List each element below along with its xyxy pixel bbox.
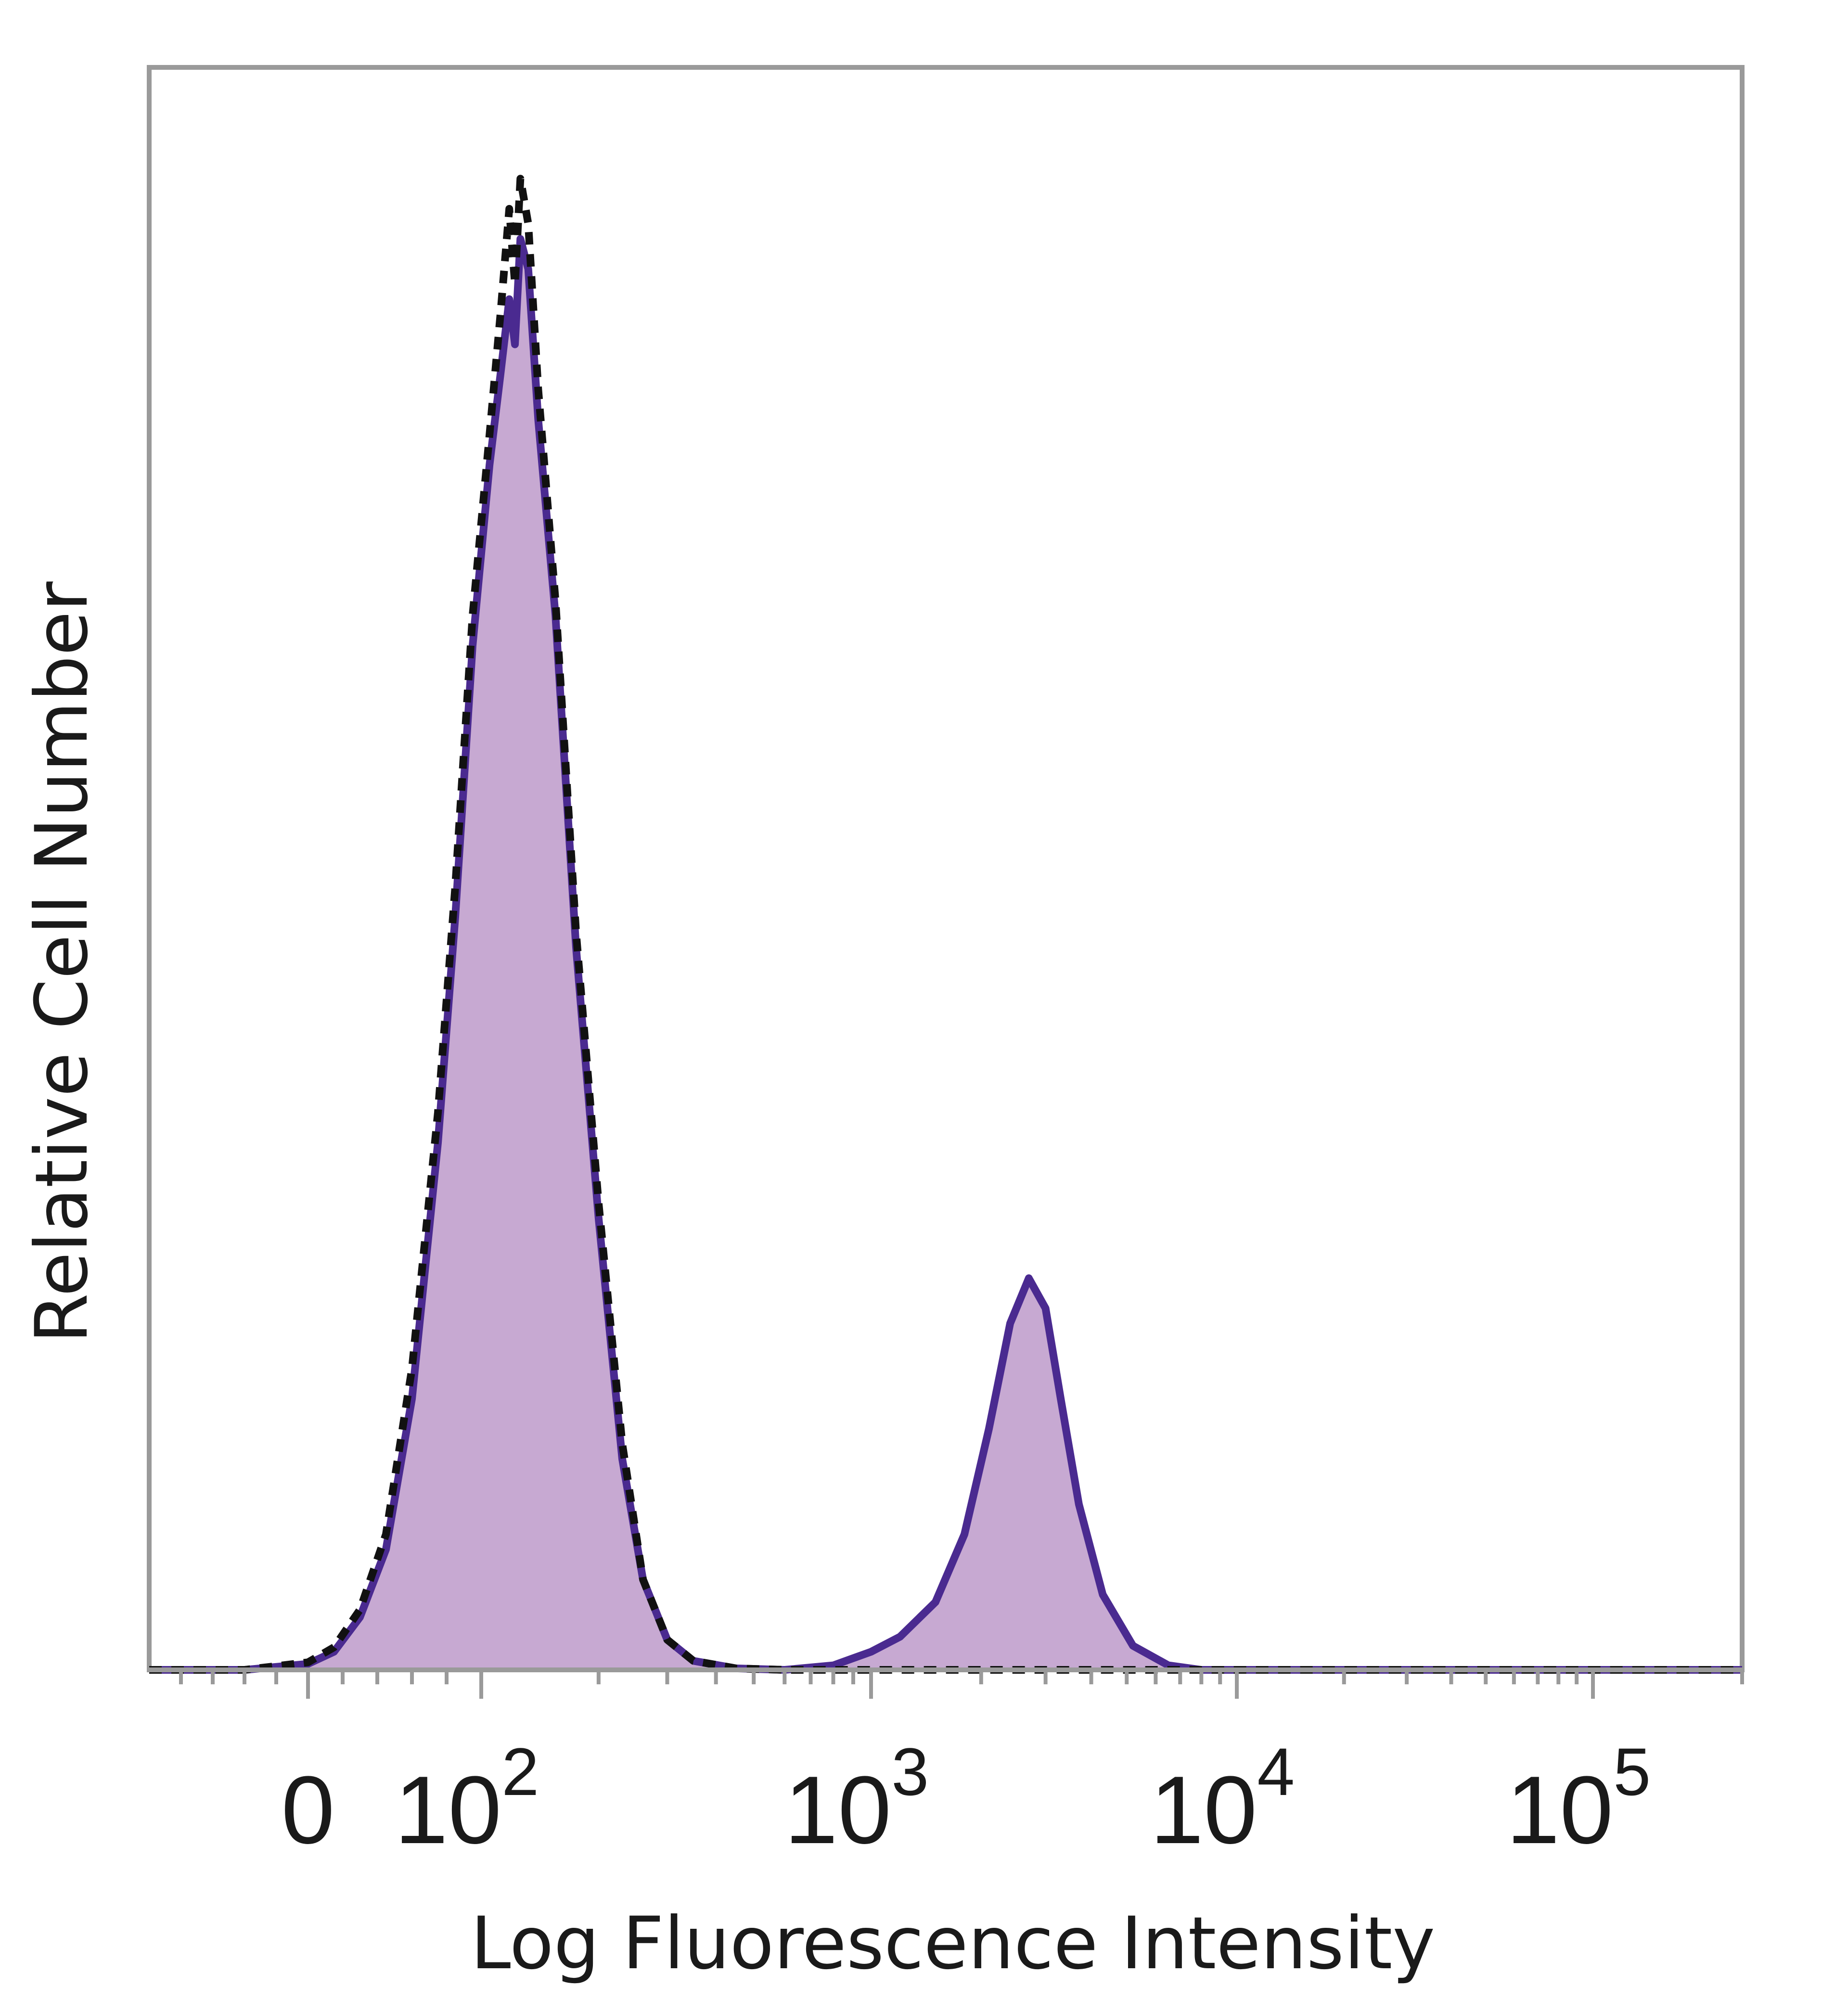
x-tick-label: 104 <box>1150 1734 1295 1864</box>
x-tick-label: 103 <box>784 1734 929 1864</box>
y-axis-title: Relative Cell Number <box>20 581 104 1344</box>
x-axis-ticks: 0 102 103 104 105 <box>179 1670 1744 1864</box>
x-tick-label: 102 <box>395 1734 539 1864</box>
x-tick-label: 105 <box>1506 1734 1651 1864</box>
series-layer <box>149 175 1742 1674</box>
series-1-dashed-line <box>149 175 1742 1674</box>
plot-frame <box>147 65 1745 1672</box>
series-0-fill <box>149 239 1742 1670</box>
x-tick-label: 0 <box>281 1756 334 1864</box>
x-axis-title: Log Fluorescence Intensity <box>471 1902 1435 1986</box>
